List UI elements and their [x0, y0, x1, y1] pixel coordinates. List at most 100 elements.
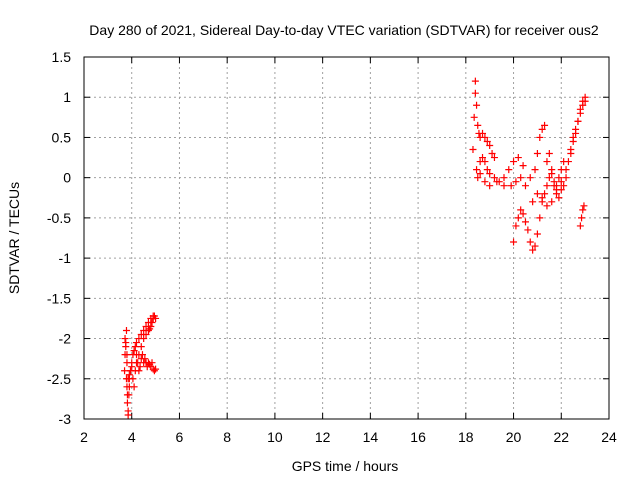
data-point — [533, 150, 541, 158]
data-point — [122, 343, 130, 351]
x-tick-label: 16 — [410, 429, 426, 445]
data-point — [144, 327, 152, 335]
data-point — [560, 182, 568, 190]
data-point — [473, 101, 481, 109]
x-tick-label: 4 — [128, 429, 136, 445]
data-point — [555, 174, 563, 182]
data-point — [512, 222, 520, 230]
y-tick-label: -2.5 — [47, 371, 71, 387]
data-point — [536, 214, 544, 222]
data-point — [560, 158, 568, 166]
data-point — [142, 331, 150, 339]
data-point — [543, 182, 551, 190]
data-point — [557, 166, 565, 174]
data-point — [545, 174, 553, 182]
data-point — [579, 206, 587, 214]
data-point — [483, 137, 491, 145]
data-point — [538, 125, 546, 133]
data-point — [514, 214, 522, 222]
y-tick-label: -1 — [59, 250, 72, 266]
x-tick-label: 22 — [553, 429, 569, 445]
data-point — [471, 89, 479, 97]
data-point — [474, 121, 482, 129]
data-point — [524, 226, 532, 234]
data-point — [122, 375, 130, 383]
data-point — [493, 178, 501, 186]
data-point — [125, 371, 133, 379]
data-point — [121, 335, 129, 343]
x-tick-label: 12 — [315, 429, 331, 445]
data-point — [474, 174, 482, 182]
data-point — [517, 206, 525, 214]
data-point — [481, 178, 489, 186]
y-tick-label: 1 — [63, 89, 71, 105]
data-point — [136, 363, 144, 371]
x-tick-label: 6 — [176, 429, 184, 445]
data-point — [548, 198, 556, 206]
data-point — [140, 335, 148, 343]
data-point — [550, 178, 558, 186]
axis-ticks — [83, 56, 610, 420]
y-tick-label: -3 — [59, 411, 72, 427]
data-point — [490, 154, 498, 162]
y-tick-label: -1.5 — [47, 290, 71, 306]
data-point — [486, 170, 494, 178]
data-point — [150, 367, 158, 375]
data-point — [123, 399, 131, 407]
data-point — [536, 133, 544, 141]
data-point — [147, 322, 155, 330]
data-point — [476, 170, 484, 178]
data-point — [569, 133, 577, 141]
data-point — [133, 339, 140, 347]
data-point — [500, 182, 508, 190]
data-point — [135, 367, 143, 375]
data-point — [123, 351, 131, 359]
grid — [84, 57, 609, 419]
data-point — [531, 242, 539, 250]
data-point — [531, 166, 539, 174]
data-point — [150, 312, 158, 320]
data-point — [579, 101, 587, 109]
data-point — [526, 238, 534, 246]
x-tick-label: 24 — [601, 429, 617, 445]
data-point — [473, 166, 481, 174]
data-point — [557, 178, 565, 186]
x-axis-label: GPS time / hours — [292, 458, 399, 474]
data-point — [124, 411, 132, 419]
x-tick-label: 18 — [458, 429, 474, 445]
data-point — [481, 133, 489, 141]
data-point — [512, 178, 520, 186]
data-point — [529, 198, 537, 206]
data-point — [553, 182, 560, 190]
data-point — [510, 238, 518, 246]
data-point — [121, 367, 129, 375]
data-point — [533, 190, 541, 198]
data-point — [521, 182, 529, 190]
data-point — [538, 194, 546, 202]
data-point — [500, 174, 508, 182]
data-point — [576, 109, 584, 117]
data-point — [507, 182, 515, 190]
data-point — [521, 218, 529, 226]
data-point — [133, 359, 140, 367]
data-point — [541, 121, 549, 129]
x-tick-label: 20 — [506, 429, 522, 445]
data-point — [148, 318, 156, 326]
data-point — [470, 113, 478, 121]
data-point — [580, 202, 588, 210]
data-point — [578, 214, 586, 222]
data-point — [479, 154, 487, 162]
data-point — [543, 202, 551, 210]
data-point — [123, 391, 131, 399]
data-point — [519, 162, 527, 170]
data-point — [545, 150, 553, 158]
data-point — [483, 166, 491, 174]
y-tick-label: -2 — [59, 331, 72, 347]
data-point — [543, 158, 551, 166]
data-point — [486, 141, 494, 149]
data-point — [510, 158, 518, 166]
plot-frame — [83, 56, 610, 420]
x-tick-labels: 2 4 6 8 10 12 14 16 18 20 22 24 — [80, 429, 617, 445]
data-point — [137, 343, 145, 351]
